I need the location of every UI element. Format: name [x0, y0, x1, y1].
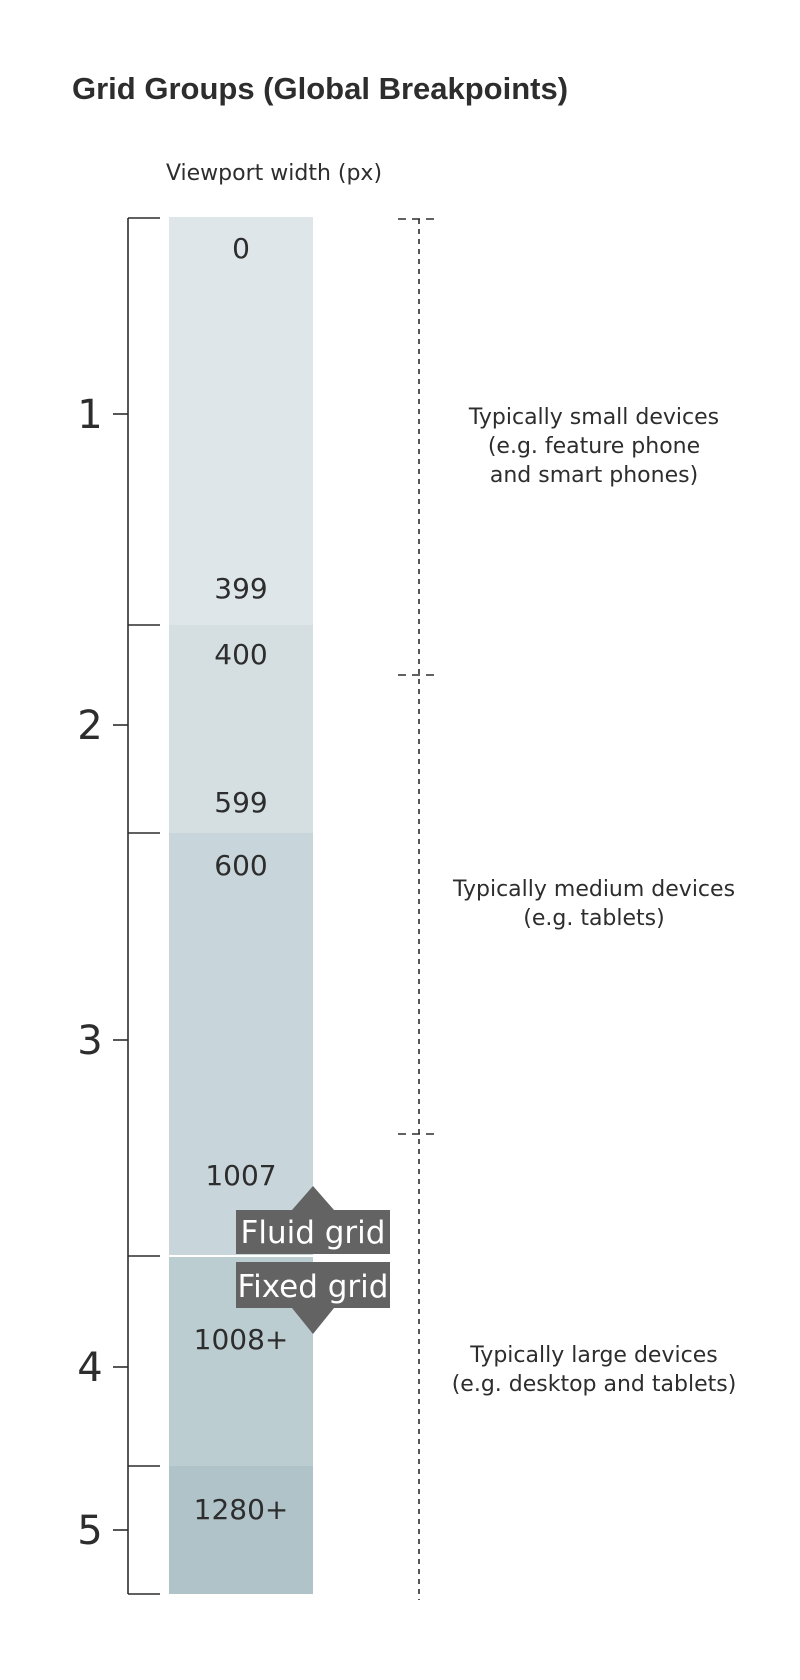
column-header: Viewport width (px) [166, 161, 382, 186]
breakpoint-start-value: 1008+ [194, 1323, 289, 1356]
breakpoint-start-value: 0 [232, 232, 250, 265]
group-label: 1 [77, 392, 102, 438]
breakpoint-band [169, 217, 313, 1594]
fluid-grid-label: Fluid grid [241, 1215, 386, 1251]
device-range-large-line: (e.g. desktop and tablets) [452, 1372, 737, 1397]
group-label: 3 [77, 1018, 102, 1064]
fixed-grid-tag: Fixed grid [236, 1262, 390, 1334]
group-1-segment [169, 217, 313, 625]
device-range-markers [398, 218, 440, 1600]
device-range-large-line: Typically large devices [469, 1343, 717, 1368]
device-range-small-line: (e.g. feature phone [488, 434, 700, 459]
breakpoint-end-value: 399 [214, 572, 267, 605]
group-bracket [113, 217, 160, 1595]
breakpoint-start-value: 600 [214, 849, 267, 882]
breakpoint-start-value: 400 [214, 638, 267, 671]
fixed-grid-label: Fixed grid [238, 1269, 389, 1305]
group-label: 4 [77, 1345, 102, 1391]
group-label: 2 [77, 703, 102, 749]
device-range-small-line: and smart phones) [490, 463, 698, 488]
device-range-small-line: Typically small devices [468, 405, 719, 430]
device-range-medium-line: Typically medium devices [452, 877, 735, 902]
group-label: 5 [77, 1508, 102, 1554]
group-5-segment [169, 1466, 313, 1594]
fluid-grid-tag: Fluid grid [236, 1186, 390, 1254]
breakpoint-end-value: 1007 [205, 1159, 276, 1192]
breakpoint-start-value: 1280+ [194, 1493, 289, 1526]
diagram-title: Grid Groups (Global Breakpoints) [72, 71, 568, 106]
group-2-segment [169, 625, 313, 833]
device-range-medium-line: (e.g. tablets) [523, 906, 664, 931]
breakpoint-end-value: 599 [214, 786, 267, 819]
group-3-segment [169, 833, 313, 1256]
